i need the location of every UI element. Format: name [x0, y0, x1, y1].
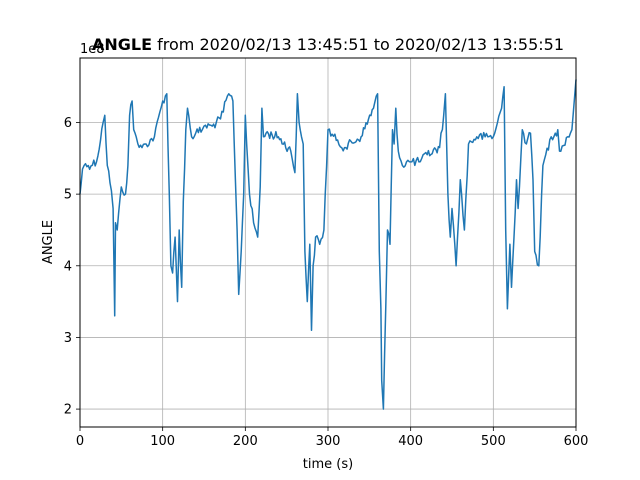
y-tick-label: 6 — [64, 116, 72, 131]
y-offset-label: 1e8 — [80, 42, 105, 57]
x-axis: 0 100 200 300 400 500 600 — [76, 427, 589, 449]
x-tick-label: 300 — [316, 434, 341, 449]
x-tick-label: 200 — [233, 434, 258, 449]
y-axis: 2 3 4 5 6 — [64, 116, 80, 418]
x-tick-label: 600 — [564, 434, 589, 449]
chart-title-rest: from 2020/02/13 13:45:51 to 2020/02/13 1… — [152, 35, 564, 54]
x-axis-label: time (s) — [303, 457, 353, 472]
chart-title: ANGLE from 2020/02/13 13:45:51 to 2020/0… — [92, 35, 564, 54]
series-line — [79, 79, 577, 410]
x-tick-label: 0 — [76, 434, 84, 449]
x-tick-label: 500 — [481, 434, 506, 449]
chart-title-bold: ANGLE — [92, 35, 152, 54]
series-layer — [79, 79, 577, 410]
y-tick-label: 5 — [64, 188, 72, 203]
y-tick-label: 4 — [64, 259, 72, 274]
x-tick-label: 400 — [398, 434, 423, 449]
y-tick-label: 3 — [64, 331, 72, 346]
y-axis-label: ANGLE — [41, 220, 56, 264]
x-tick-label: 100 — [150, 434, 175, 449]
y-tick-label: 2 — [64, 403, 72, 418]
